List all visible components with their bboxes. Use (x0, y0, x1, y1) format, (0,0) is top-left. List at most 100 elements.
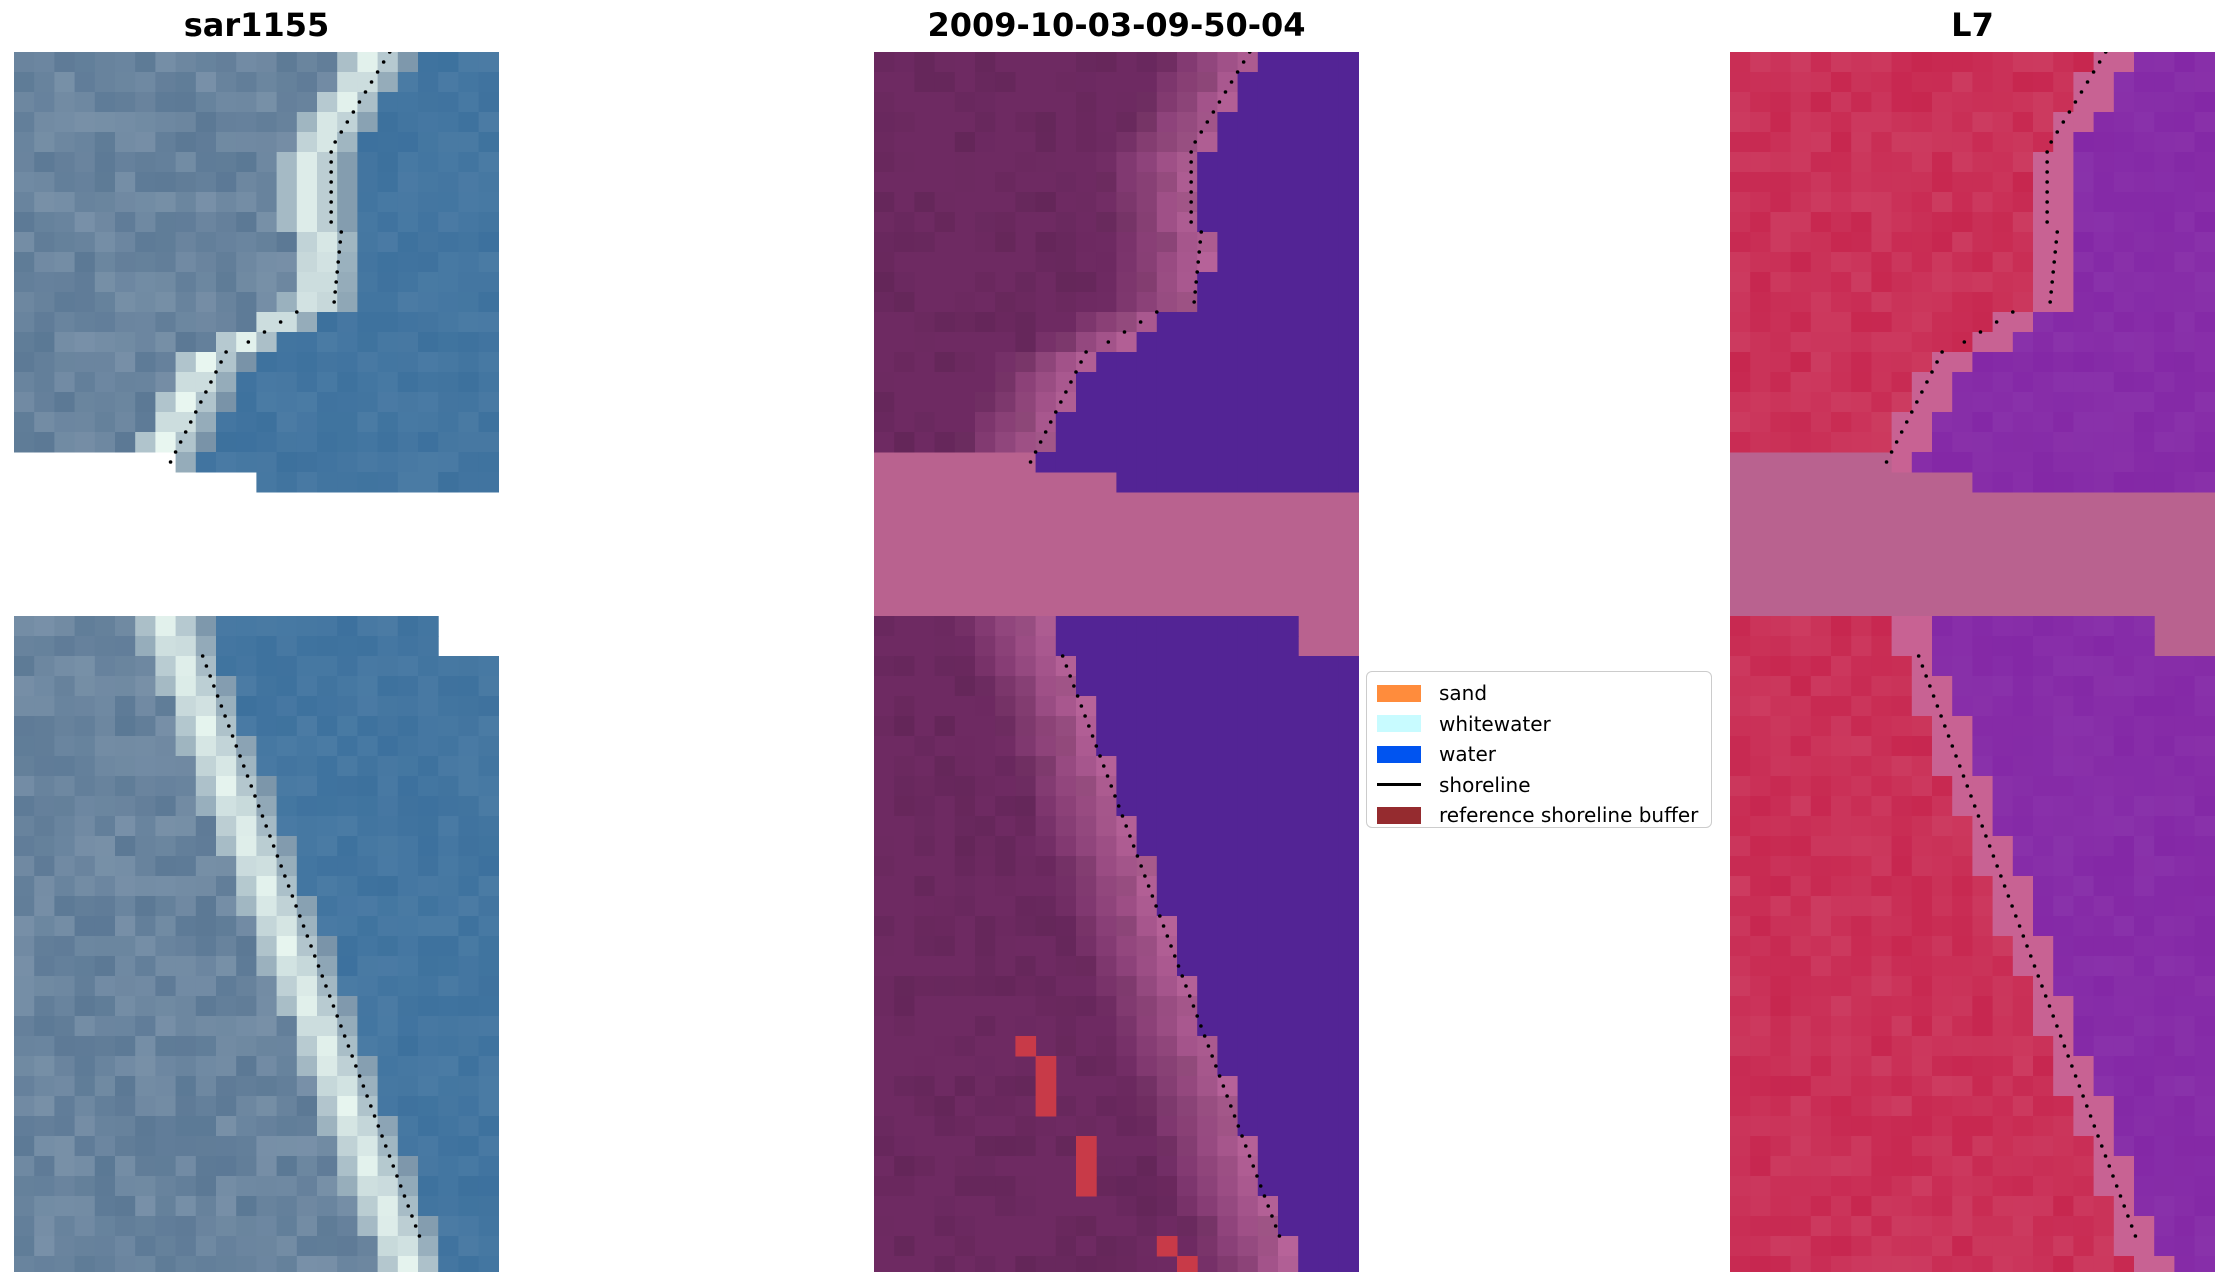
pixel-cell (1076, 252, 1097, 273)
pixel-cell (377, 412, 399, 433)
pixel-cell (1177, 936, 1198, 957)
pixel-cell (1770, 1216, 1792, 1237)
pixel-cell (1911, 776, 1933, 797)
pixel-cell (1750, 1156, 1771, 1177)
pixel-cell (1831, 272, 1852, 293)
shoreline-point (1105, 774, 1110, 778)
pixel-cell (276, 1096, 298, 1117)
pixel-cell (74, 92, 96, 113)
pixel-cell (74, 776, 96, 797)
pixel-cell (1730, 252, 1751, 273)
pixel-cell (1871, 1196, 1893, 1217)
pixel-cell (74, 636, 96, 657)
pixel-cell (135, 432, 156, 453)
pixel-cell (135, 776, 156, 797)
pixel-cell (1096, 1136, 1117, 1157)
pixel-cell (1298, 1256, 1319, 1272)
shoreline-point (1135, 854, 1140, 858)
pixel-cell (1831, 836, 1852, 857)
pixel-cell (1750, 372, 1771, 393)
pixel-cell (1177, 896, 1198, 917)
pixel-cell (377, 332, 399, 353)
pixel-cell (934, 212, 956, 233)
pixel-cell (1035, 92, 1057, 113)
pixel-cell (2194, 1036, 2215, 1057)
pixel-cell (438, 976, 459, 997)
pixel-cell (1177, 132, 1198, 153)
pixel-cell (1257, 1116, 1279, 1137)
shoreline-point (2055, 230, 2060, 234)
pixel-cell (357, 52, 379, 73)
pixel-cell (2154, 372, 2175, 393)
pixel-cell (1177, 432, 1198, 453)
pixel-cell (1770, 1256, 1792, 1272)
pixel-cell (1871, 896, 1893, 917)
pixel-cell (1932, 996, 1953, 1017)
pixel-cell (1891, 916, 1913, 937)
shoreline-point (1033, 450, 1038, 454)
pixel-cell (2194, 352, 2215, 373)
pixel-cell (1770, 1076, 1792, 1097)
pixel-cell (155, 232, 177, 253)
pixel-cell (1790, 72, 1812, 93)
pixel-cell (155, 1156, 177, 1177)
pixel-cell (1237, 636, 1259, 657)
pixel-cell (1217, 616, 1239, 637)
pixel-cell (397, 112, 419, 133)
pixel-cell (155, 836, 177, 857)
pixel-cell (377, 1056, 399, 1077)
pixel-cell (1810, 372, 1832, 393)
pixel-cell (1156, 72, 1178, 93)
pixel-cell (296, 816, 318, 837)
pixel-cell (1156, 1196, 1178, 1217)
pixel-cell (438, 836, 459, 857)
pixel-cell (2093, 472, 2115, 493)
pixel-cell (1237, 112, 1259, 133)
pixel-cell (1278, 432, 1299, 453)
pixel-cell (894, 816, 915, 837)
pixel-cell (175, 252, 197, 273)
pixel-cell (438, 1016, 459, 1037)
pixel-cell (337, 636, 358, 657)
pixel-cell (195, 956, 217, 977)
pixel-cell (1136, 936, 1158, 957)
pixel-cell (2033, 656, 2054, 677)
pixel-cell (2174, 1056, 2196, 1077)
pixel-cell (1952, 736, 1973, 757)
pixel-cell (458, 452, 480, 473)
pixel-cell (276, 1056, 298, 1077)
pixel-cell (1015, 412, 1037, 433)
pixel-cell (1810, 896, 1832, 917)
pixel-cell (2093, 756, 2115, 777)
pixel-cell (914, 856, 936, 877)
pixel-cell (175, 172, 197, 193)
pixel-cell (874, 1116, 895, 1137)
pixel-cell (1055, 856, 1077, 877)
pixel-cell (276, 432, 298, 453)
pixel-cell (1851, 192, 1872, 213)
pixel-cell (874, 676, 895, 697)
pixel-cell (54, 172, 76, 193)
pixel-cell (1257, 1176, 1279, 1197)
pixel-cell (115, 1236, 136, 1257)
pixel-cell (2073, 372, 2095, 393)
pixel-cell (1015, 372, 1037, 393)
pixel-cell (478, 312, 499, 333)
pixel-cell (2154, 72, 2175, 93)
pixel-cell (236, 976, 257, 997)
pixel-cell (135, 132, 156, 153)
pixel-cell (256, 72, 278, 93)
pixel-cell (14, 1216, 35, 1237)
pixel-cell (1096, 1176, 1117, 1197)
pixel-cell (236, 816, 257, 837)
pixel-cell (2194, 996, 2215, 1017)
pixel-cell (1035, 676, 1057, 697)
pixel-cell (175, 1116, 197, 1137)
pixel-cell (2073, 976, 2095, 997)
pixel-cell (14, 1196, 35, 1217)
shoreline-point (1098, 754, 1102, 758)
pixel-cell (1730, 676, 1751, 697)
pixel-cell (1237, 756, 1259, 777)
pixel-cell (2134, 856, 2155, 877)
pixel-cell (1831, 876, 1852, 897)
